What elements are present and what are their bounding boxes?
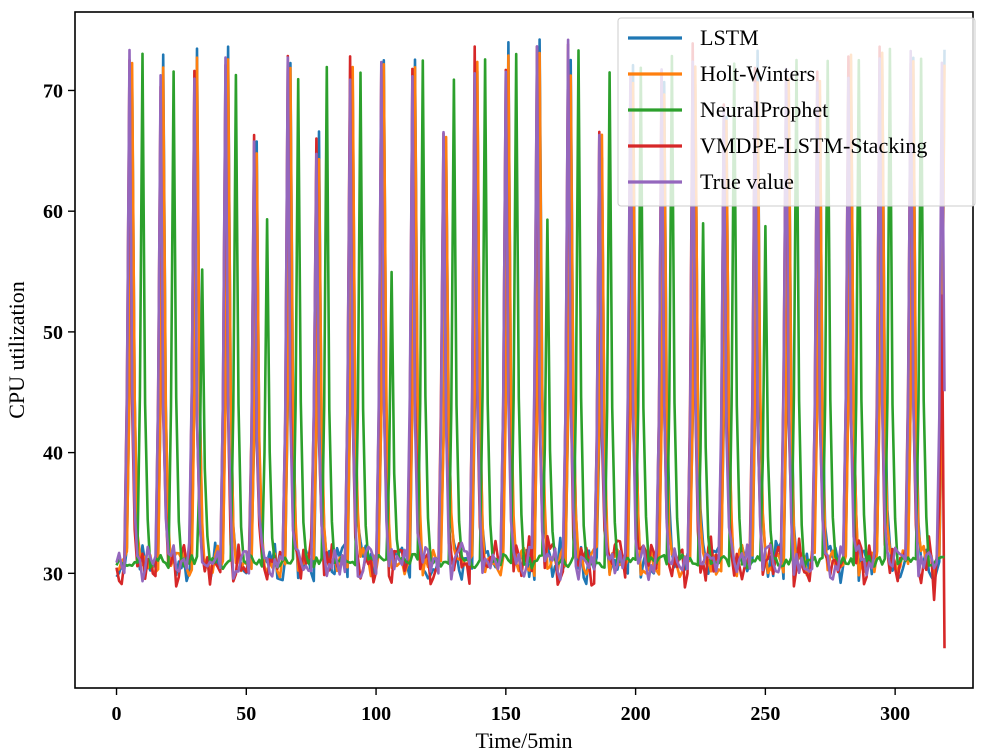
x-axis-label: Time/5min [476,728,573,753]
x-tick-label: 50 [236,703,256,725]
x-tick-label: 0 [112,703,122,725]
y-tick-label: 50 [43,322,63,344]
x-tick-label: 100 [361,703,391,725]
legend-label: True value [700,169,794,194]
y-tick-label: 30 [43,563,63,585]
x-tick-label: 250 [750,703,780,725]
series-line-neuralprophet [115,47,945,571]
legend: LSTM Holt-Winters NeuralProphet VMDPE-LSTM-… [617,17,976,207]
y-axis: 30 40 50 60 70 [43,80,75,585]
x-tick-label: 200 [621,703,651,725]
legend-box [617,17,976,207]
x-tick-label: 150 [491,703,521,725]
series-lines [115,38,946,649]
y-axis-label: CPU utilization [4,281,29,419]
y-tick-label: 40 [43,443,63,465]
legend-label: LSTM [700,25,759,50]
x-axis: 0 50 100 150 200 250 300 [112,688,910,725]
y-tick-label: 70 [43,80,63,102]
y-tick-label: 60 [43,201,63,223]
x-tick-label: 300 [880,703,910,725]
legend-label: Holt-Winters [700,61,815,86]
legend-label: NeuralProphet [700,97,828,122]
legend-label: VMDPE-LSTM-Stacking [700,133,927,158]
series-line-true-value [115,38,946,583]
plot-frame [74,11,974,689]
